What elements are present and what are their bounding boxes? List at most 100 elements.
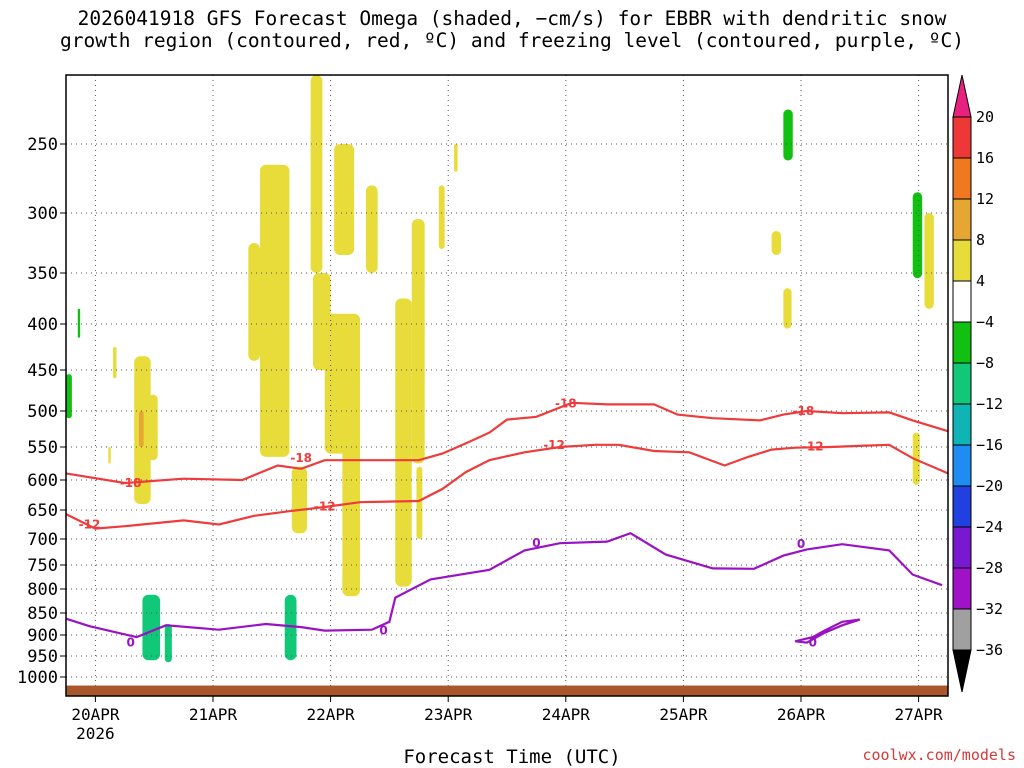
x-tick-label: 20APR xyxy=(71,705,120,724)
colorbar-label: −28 xyxy=(976,559,1003,577)
contour-line xyxy=(65,443,949,530)
x-tick-label: 24APR xyxy=(542,705,591,724)
omega-cell xyxy=(342,439,360,597)
y-tick-label: 1000 xyxy=(17,668,58,688)
x-tick-label: 27APR xyxy=(895,705,944,724)
colorbar-bottom-arrow xyxy=(952,649,972,693)
contour-label: 0 xyxy=(379,624,387,638)
contour-line xyxy=(65,401,949,485)
contour-label: 0 xyxy=(127,636,135,650)
omega-cell xyxy=(411,219,425,464)
title-line-2: growth region (contoured, red, ºC) and f… xyxy=(60,29,964,52)
y-tick-label: 650 xyxy=(27,501,58,521)
omega-shading-layer xyxy=(66,75,934,663)
omega-cell xyxy=(148,394,158,461)
x-tick-label: 21APR xyxy=(189,705,238,724)
contour-label: 0 xyxy=(809,636,817,650)
omega-cell xyxy=(783,109,793,161)
colorbar-label: −4 xyxy=(976,313,994,331)
colorbar-label: 4 xyxy=(976,272,985,290)
colorbar-swatch xyxy=(952,362,972,405)
omega-cell xyxy=(260,164,290,457)
x-axis-label: Forecast Time (UTC) xyxy=(403,746,621,768)
omega-cell xyxy=(66,374,72,419)
y-tick-label: 600 xyxy=(27,471,58,491)
omega-cell xyxy=(395,298,412,587)
x-tick-sublabel: 2026 xyxy=(76,724,115,743)
contour-line xyxy=(65,531,943,639)
y-tick-label: 950 xyxy=(27,647,58,667)
y-tick-label: 450 xyxy=(27,361,58,381)
ground-layer xyxy=(66,685,948,696)
colorbar-swatch xyxy=(952,567,972,610)
contour-label: -18 xyxy=(120,476,142,490)
colorbar-label: −12 xyxy=(976,395,1003,413)
y-tick-label: 550 xyxy=(27,438,58,458)
y-tick-label: 400 xyxy=(27,315,58,335)
omega-cell xyxy=(924,213,934,309)
grid-lines xyxy=(66,75,948,696)
y-tick-label: 850 xyxy=(27,604,58,624)
contour-line xyxy=(794,618,861,644)
contour-label: 0 xyxy=(532,536,540,550)
x-tick-label: 25APR xyxy=(659,705,708,724)
omega-cell xyxy=(248,243,261,361)
y-tick-label: 800 xyxy=(27,580,58,600)
x-tick-label: 26APR xyxy=(777,705,826,724)
colorbar-swatch xyxy=(952,485,972,528)
colorbar-label: −24 xyxy=(976,518,1003,536)
contour-label: -12 xyxy=(79,518,101,532)
contour-layer: -18 -18 -18 -18 -12 -12 -12 -12 0 0 0 0 0 xyxy=(65,397,949,650)
colorbar-label: −20 xyxy=(976,477,1003,495)
colorbar-label: −36 xyxy=(976,641,1003,659)
y-tick-label: 750 xyxy=(27,556,58,576)
x-tick-label: 22APR xyxy=(307,705,356,724)
omega-cell xyxy=(164,624,172,663)
colorbar-swatch xyxy=(952,608,972,651)
omega-cell xyxy=(783,288,792,329)
contour-label: -18 xyxy=(793,404,815,418)
omega-cell xyxy=(287,613,295,650)
omega-cell xyxy=(365,185,378,273)
credit-link[interactable]: coolwx.com/models xyxy=(862,746,1016,764)
omega-cell xyxy=(416,466,423,539)
colorbar-label: −8 xyxy=(976,354,994,372)
y-tick-label: 900 xyxy=(27,626,58,646)
colorbar-label: 20 xyxy=(976,108,994,126)
omega-cell xyxy=(324,313,360,454)
axes: 2503003504004505005506006507007508008509… xyxy=(17,74,949,743)
contour-label: -12 xyxy=(543,438,565,452)
y-tick-label: 300 xyxy=(27,204,58,224)
colorbar-swatch xyxy=(952,403,972,446)
colorbar: 20 16 12 8 4 −4 −8 −12 −16 −20 −24 −28 −32 −36 xyxy=(952,74,1003,693)
omega-cell xyxy=(77,308,81,338)
title-line-1: 2026041918 GFS Forecast Omega (shaded, −… xyxy=(77,7,947,30)
omega-cell xyxy=(438,185,445,249)
contour-label: -18 xyxy=(290,451,312,465)
omega-cell xyxy=(310,75,323,273)
colorbar-swatch xyxy=(952,280,972,323)
colorbar-label: 12 xyxy=(976,190,994,208)
omega-cell xyxy=(113,347,117,379)
contour-label: -12 xyxy=(314,499,336,513)
contour-label: -18 xyxy=(555,397,577,411)
y-tick-label: 500 xyxy=(27,402,58,422)
colorbar-swatch xyxy=(952,198,972,241)
colorbar-swatch xyxy=(952,239,972,282)
colorbar-top-arrow xyxy=(952,74,972,118)
colorbar-label: 8 xyxy=(976,231,985,249)
colorbar-label: −16 xyxy=(976,436,1003,454)
colorbar-swatch xyxy=(952,444,972,487)
omega-cell xyxy=(138,411,144,447)
colorbar-swatch xyxy=(952,526,972,569)
y-tick-label: 250 xyxy=(27,135,58,155)
colorbar-swatch xyxy=(952,321,972,364)
contour-label: -12 xyxy=(802,439,824,453)
omega-cell xyxy=(771,231,782,255)
colorbar-swatch xyxy=(952,116,972,159)
colorbar-swatch xyxy=(952,157,972,200)
ground-fill xyxy=(66,685,948,696)
colorbar-label: 16 xyxy=(976,149,994,167)
omega-cell xyxy=(334,144,355,255)
